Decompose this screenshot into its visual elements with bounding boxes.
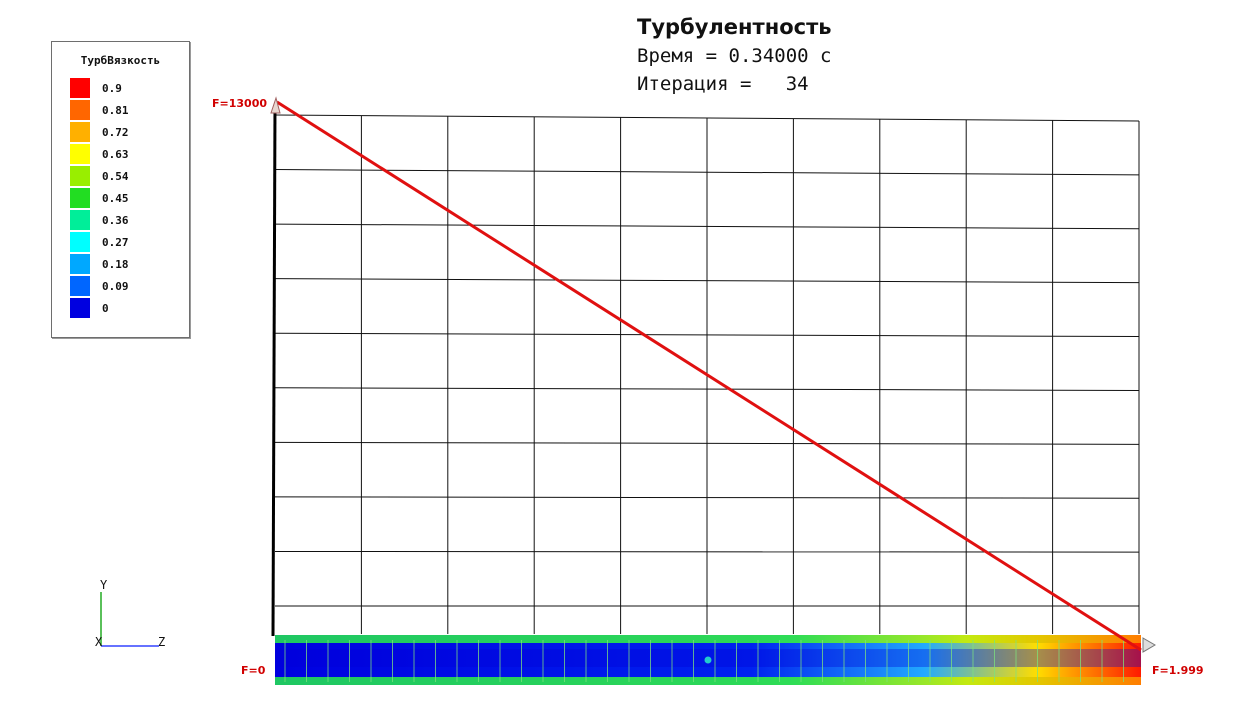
legend-label: 0.27 bbox=[102, 236, 129, 249]
legend-item: 0 bbox=[70, 297, 180, 319]
right-load-arrow-icon bbox=[1142, 637, 1156, 653]
grid-row-line bbox=[274, 387, 1140, 391]
legend-item: 0.09 bbox=[70, 275, 180, 297]
legend-item: 0.72 bbox=[70, 121, 180, 143]
grid-row-line bbox=[274, 114, 1140, 122]
force-label-bottom-left: F=0 bbox=[241, 664, 266, 677]
z-axis-label: Z bbox=[158, 635, 166, 649]
legend-swatch bbox=[70, 232, 90, 252]
legend-label: 0.63 bbox=[102, 148, 129, 161]
legend-label: 0.36 bbox=[102, 214, 129, 227]
legend-label: 0.9 bbox=[102, 82, 122, 95]
grid-row-line bbox=[274, 278, 1140, 284]
grid-row-line bbox=[274, 223, 1140, 230]
legend-swatch bbox=[70, 122, 90, 142]
legend-label: 0.18 bbox=[102, 258, 129, 271]
legend-item: 0.18 bbox=[70, 253, 180, 275]
iteration-readout: Итерация = 34 bbox=[637, 73, 809, 95]
legend-label: 0.09 bbox=[102, 280, 129, 293]
title-block: Турбулентность Время = 0.34000 с Итераци… bbox=[637, 12, 832, 98]
force-label-bottom-right: F=1.999 bbox=[1152, 664, 1204, 677]
y-axis-label: Y bbox=[100, 578, 108, 592]
axis-triad bbox=[100, 592, 159, 647]
legend-swatch bbox=[70, 254, 90, 274]
probe-point-icon bbox=[704, 656, 712, 664]
grid-row-line bbox=[274, 441, 1140, 445]
legend-item: 0.45 bbox=[70, 187, 180, 209]
legend-title: ТурбВязкость bbox=[80, 54, 161, 67]
grid-row-line bbox=[274, 332, 1140, 338]
page-title: Турбулентность bbox=[637, 15, 832, 39]
legend-item: 0.36 bbox=[70, 209, 180, 231]
grid-row-line bbox=[274, 496, 1140, 499]
legend-swatch bbox=[70, 166, 90, 186]
structure-grid bbox=[274, 114, 1140, 634]
top-load-arrow-icon bbox=[270, 96, 281, 114]
legend-label: 0.45 bbox=[102, 192, 129, 205]
legend-label: 0.72 bbox=[102, 126, 129, 139]
grid-row-line bbox=[274, 169, 1140, 176]
load-distribution-line bbox=[276, 100, 1142, 652]
legend-item: 0.54 bbox=[70, 165, 180, 187]
force-label-top: F=13000 bbox=[212, 97, 267, 110]
color-legend[interactable]: ТурбВязкость 0.9 0.81 0.72 0.63 0.54 0.45 0.36… bbox=[51, 41, 190, 338]
legend-label: 0 bbox=[102, 302, 109, 315]
legend-swatch bbox=[70, 188, 90, 208]
legend-swatch bbox=[70, 100, 90, 120]
legend-swatch bbox=[70, 276, 90, 296]
grid-row-line bbox=[274, 550, 1140, 553]
legend-item: 0.63 bbox=[70, 143, 180, 165]
legend-swatch bbox=[70, 78, 90, 98]
legend-swatch bbox=[70, 298, 90, 318]
time-readout: Время = 0.34000 с bbox=[637, 45, 832, 67]
legend-item: 0.9 bbox=[70, 77, 180, 99]
legend-label: 0.81 bbox=[102, 104, 129, 117]
legend-swatch bbox=[70, 210, 90, 230]
legend-item: 0.81 bbox=[70, 99, 180, 121]
left-support-line bbox=[271, 103, 277, 637]
legend-label: 0.54 bbox=[102, 170, 129, 183]
x-axis-label: X bbox=[95, 635, 103, 649]
legend-item: 0.27 bbox=[70, 231, 180, 253]
legend-swatch bbox=[70, 144, 90, 164]
